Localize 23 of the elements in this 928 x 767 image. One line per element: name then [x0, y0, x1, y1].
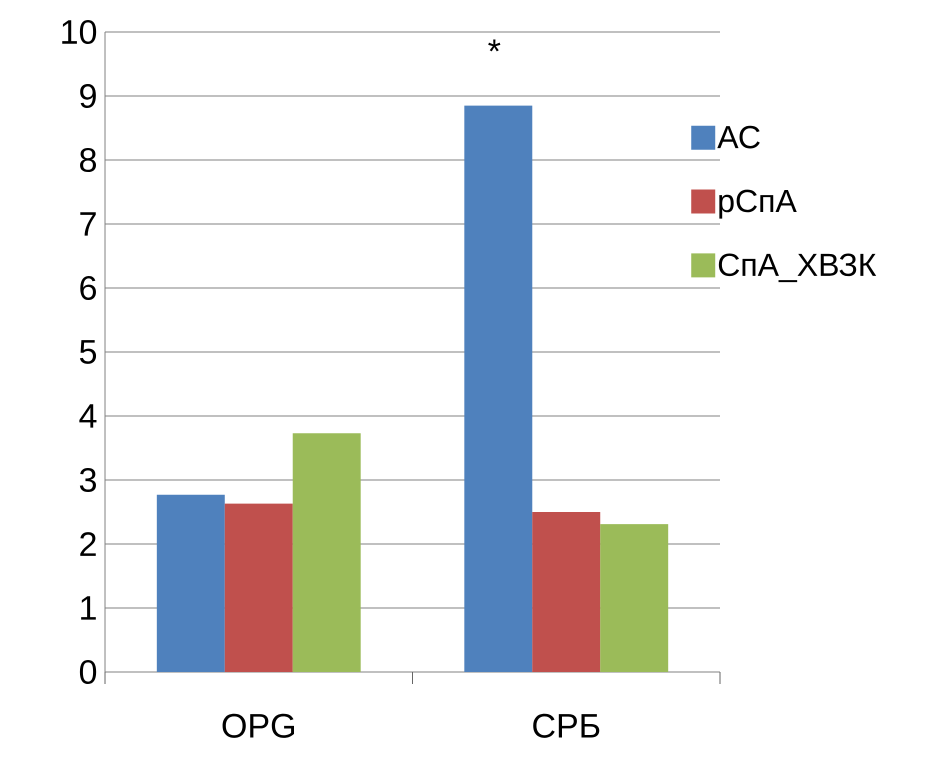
y-tick-label: 4: [79, 404, 96, 428]
y-tick-label: 8: [80, 148, 96, 172]
bar: [292, 433, 361, 672]
x-tick-label: СРБ: [533, 714, 600, 738]
legend-label: СпА_ХВЗК: [718, 253, 876, 282]
bar: [600, 524, 668, 672]
y-tick-label: 10: [62, 20, 96, 44]
legend-label: АС: [717, 126, 760, 148]
y-tick-label: 5: [80, 340, 96, 364]
bar: [224, 504, 293, 672]
legend-label: рСпА: [719, 190, 797, 219]
y-tick-label: 6: [80, 276, 96, 300]
y-tick-label: 2: [80, 532, 96, 556]
bar: [464, 106, 532, 672]
y-tick-label: 7: [80, 212, 96, 236]
x-tick-label: OPG: [222, 714, 294, 738]
bar: [156, 494, 225, 672]
y-tick-label: 1: [81, 596, 96, 620]
y-tick-label: 0: [80, 660, 96, 684]
annotation: *: [488, 39, 500, 52]
bar: [532, 512, 600, 672]
y-tick-label: 3: [80, 468, 96, 492]
y-tick-label: 9: [80, 84, 96, 108]
